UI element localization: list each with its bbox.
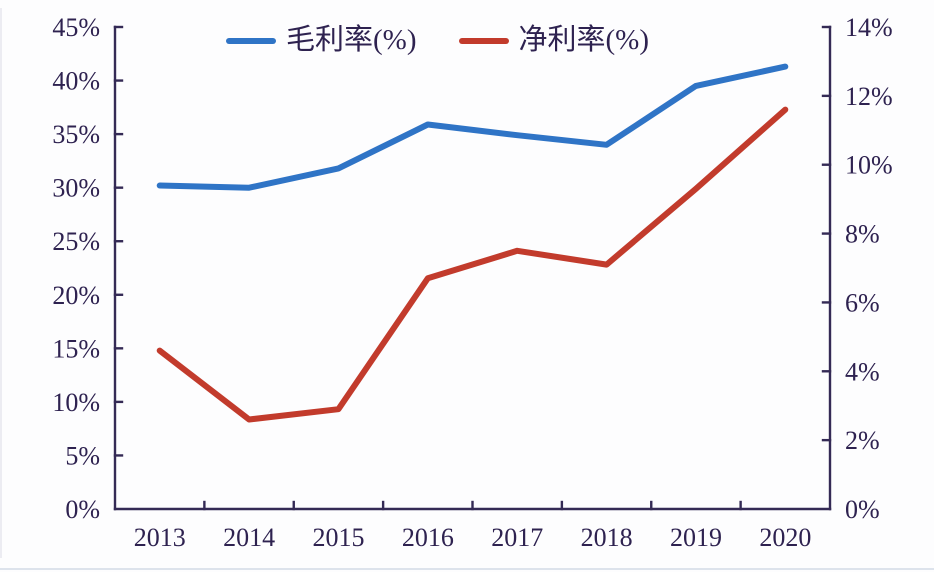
right-axis-tick-label: 14% [845,13,893,42]
legend-item-gross-margin: 毛利率(%) [226,24,417,56]
gross-margin-legend-label: 毛利率(%) [286,24,417,56]
x-axis-category-label: 2015 [312,523,364,552]
right-axis-tick-label: 2% [845,426,880,455]
right-axis-tick-label: 10% [845,151,893,180]
right-axis-tick-label: 8% [845,220,880,249]
net-margin-line [156,106,789,423]
legend-item-net-margin: 净利率(%) [458,24,649,56]
x-axis-category-label: 2019 [670,523,722,552]
right-axis-tick-label: 6% [845,288,880,317]
x-axis-category-label: 2013 [134,523,186,552]
left-axis-tick-label: 40% [52,67,100,96]
left-axis-tick-label: 5% [65,441,100,470]
right-axis-tick-label: 4% [845,357,880,386]
net-margin-swatch [458,37,509,44]
x-axis-category-label: 2014 [223,523,275,552]
x-axis-category-label: 2017 [491,523,543,552]
right-axis-tick-label: 12% [845,82,893,111]
legend: 毛利率(%) 净利率(%) [115,26,830,55]
left-edge-line [0,8,2,558]
gross-margin-line [156,63,789,191]
left-axis-tick-label: 10% [52,388,100,417]
left-axis-tick-label: 15% [52,334,100,363]
bottom-edge-line [0,568,934,570]
left-axis-tick-label: 35% [52,120,100,149]
left-axis-tick-label: 20% [52,281,100,310]
left-axis-tick-label: 25% [52,227,100,256]
gross-margin-swatch [226,37,277,44]
x-axis-category-label: 2018 [581,523,633,552]
left-axis-tick-label: 0% [65,495,100,524]
left-axis-tick-label: 30% [52,174,100,203]
left-axis-tick-label: 45% [52,13,100,42]
right-axis-tick-label: 0% [845,495,880,524]
x-axis-category-label: 2020 [759,523,811,552]
net-margin-legend-label: 净利率(%) [518,24,649,56]
x-axis-category-label: 2016 [402,523,454,552]
